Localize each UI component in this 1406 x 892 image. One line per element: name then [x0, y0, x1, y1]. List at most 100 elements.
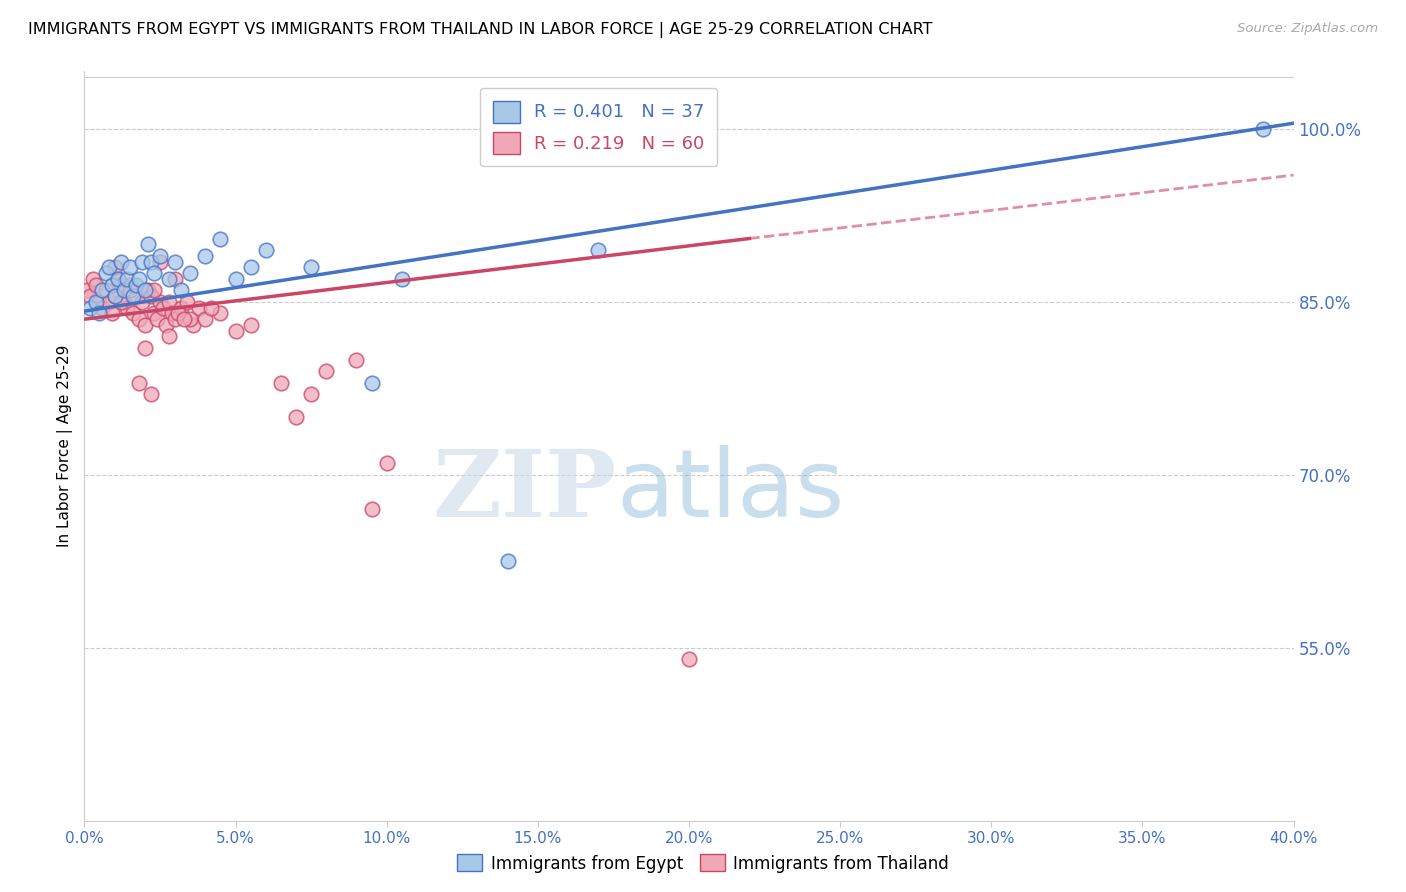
Point [299, 260, 322, 275]
Point [134, 318, 156, 332]
Point [146, 312, 169, 326]
Point [118, 260, 141, 275]
Point [142, 284, 165, 298]
Point [299, 387, 322, 401]
Point [131, 294, 153, 309]
Point [157, 329, 180, 343]
Point [181, 318, 204, 332]
Text: ZIP: ZIP [432, 446, 616, 536]
Point [121, 306, 143, 320]
Point [239, 318, 262, 332]
Point [89, 294, 111, 309]
Point [165, 312, 187, 326]
Point [346, 352, 368, 367]
Point [110, 254, 132, 268]
Point [139, 289, 162, 303]
Point [125, 277, 148, 292]
Point [110, 294, 132, 309]
Point [91, 301, 114, 315]
Point [194, 249, 217, 263]
Point [173, 312, 195, 326]
Point [209, 306, 232, 320]
Point [170, 284, 193, 298]
Point [134, 341, 156, 355]
Point [128, 376, 150, 390]
Point [188, 301, 211, 315]
Point [112, 284, 135, 298]
Y-axis label: In Labor Force | Age 25-29: In Labor Force | Age 25-29 [58, 345, 73, 547]
Point [139, 387, 162, 401]
Point [115, 301, 138, 315]
Point [91, 284, 114, 298]
Point [209, 231, 232, 245]
Point [107, 272, 129, 286]
Point [134, 284, 156, 298]
Point [94, 266, 117, 280]
Point [496, 554, 519, 568]
Point [136, 284, 159, 298]
Point [149, 249, 172, 263]
Point [194, 312, 217, 326]
Point [142, 266, 165, 280]
Point [97, 260, 120, 275]
Point [239, 260, 262, 275]
Point [104, 260, 127, 275]
Point [315, 364, 337, 378]
Point [157, 294, 180, 309]
Point [152, 301, 174, 315]
Point [1253, 122, 1275, 136]
Point [157, 272, 180, 286]
Point [149, 294, 172, 309]
Legend: R = 0.401   N = 37, R = 0.219   N = 60: R = 0.401 N = 37, R = 0.219 N = 60 [481, 88, 717, 166]
Point [160, 306, 183, 320]
Point [100, 306, 122, 320]
Point [112, 294, 135, 309]
Point [225, 272, 247, 286]
Point [94, 284, 117, 298]
Point [110, 277, 132, 292]
Point [125, 289, 148, 303]
Point [254, 243, 277, 257]
Point [128, 272, 150, 286]
Point [179, 312, 201, 326]
Point [167, 306, 190, 320]
Point [89, 306, 111, 320]
Point [155, 318, 177, 332]
Point [270, 376, 292, 390]
Point [121, 289, 143, 303]
Point [86, 294, 108, 309]
Point [176, 294, 198, 309]
Point [104, 289, 127, 303]
Point [165, 272, 187, 286]
Point [82, 272, 104, 286]
Point [128, 312, 150, 326]
Point [107, 272, 129, 286]
Point [179, 266, 201, 280]
Legend: Immigrants from Egypt, Immigrants from Thailand: Immigrants from Egypt, Immigrants from T… [451, 847, 955, 880]
Point [79, 289, 101, 303]
Point [86, 277, 108, 292]
Point [588, 243, 610, 257]
Text: IMMIGRANTS FROM EGYPT VS IMMIGRANTS FROM THAILAND IN LABOR FORCE | AGE 25-29 COR: IMMIGRANTS FROM EGYPT VS IMMIGRANTS FROM… [28, 22, 932, 38]
Point [136, 237, 159, 252]
Point [118, 277, 141, 292]
Point [115, 272, 138, 286]
Point [360, 376, 382, 390]
Point [100, 277, 122, 292]
Point [139, 254, 162, 268]
Point [118, 284, 141, 298]
Point [391, 272, 413, 286]
Point [285, 410, 308, 425]
Point [97, 294, 120, 309]
Point [170, 301, 193, 315]
Point [360, 502, 382, 516]
Point [200, 301, 222, 315]
Point [149, 254, 172, 268]
Text: atlas: atlas [616, 445, 845, 537]
Point [104, 289, 127, 303]
Point [76, 284, 98, 298]
Point [678, 652, 700, 666]
Point [165, 254, 187, 268]
Text: Source: ZipAtlas.com: Source: ZipAtlas.com [1237, 22, 1378, 36]
Point [79, 301, 101, 315]
